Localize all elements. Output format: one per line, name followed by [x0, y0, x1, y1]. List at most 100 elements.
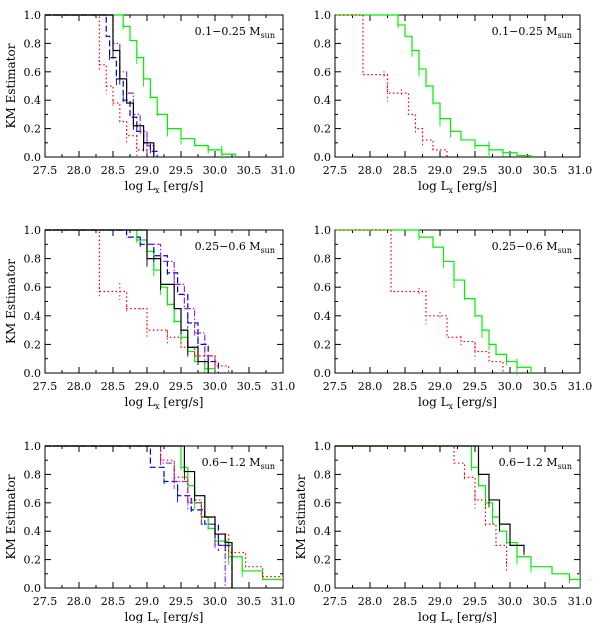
x-tick-label: 29.0	[428, 380, 453, 393]
y-tick-label: 0.4	[24, 310, 42, 323]
series-blue	[45, 14, 158, 157]
x-tick-label: 27.5	[33, 595, 58, 608]
x-tick-label: 27.5	[323, 595, 348, 608]
x-tick-label: 29.5	[169, 595, 194, 608]
y-tick-label: 0.8	[314, 253, 332, 266]
series-black	[45, 14, 155, 157]
x-tick-label: 30.0	[203, 595, 228, 608]
mass-range-label: 0.1−0.25 Msun	[492, 25, 572, 40]
y-axis-label: KM Estimator	[4, 259, 18, 344]
x-tick-label: 30.5	[237, 164, 262, 177]
x-axis-label: log Lx [erg/s]	[418, 179, 497, 195]
series-blue	[45, 229, 219, 373]
y-axis-label: KM Estimator	[4, 474, 18, 559]
series-red	[45, 229, 230, 373]
y-tick-label: 0.0	[24, 367, 42, 380]
mass-range-label: 0.1−0.25 Msun	[195, 25, 275, 40]
y-axis-label: KM Estimator	[294, 474, 308, 559]
y-tick-label: 1.0	[314, 224, 332, 237]
series-red	[335, 445, 508, 567]
x-tick-label: 28.0	[67, 164, 92, 177]
x-tick-label: 28.5	[101, 595, 126, 608]
x-tick-label: 28.0	[67, 595, 92, 608]
x-tick-label: 28.5	[101, 380, 126, 393]
series-purple	[45, 445, 226, 588]
x-tick-label: 30.0	[203, 164, 228, 177]
x-tick-label: 28.0	[67, 380, 92, 393]
x-tick-label: 28.0	[358, 380, 383, 393]
x-tick-label: 30.5	[533, 164, 558, 177]
x-tick-label: 29.0	[135, 164, 160, 177]
y-tick-label: 0.0	[314, 151, 332, 164]
series-green	[45, 229, 216, 373]
x-axis-label: log Lx [erg/s]	[125, 610, 204, 623]
x-tick-label: 30.5	[533, 595, 558, 608]
series-red	[335, 229, 504, 373]
y-tick-label: 0.0	[24, 582, 42, 595]
x-tick-label: 27.5	[323, 380, 348, 393]
y-tick-label: 0.2	[314, 554, 332, 567]
series-red	[335, 14, 448, 157]
mass-range-label: 0.25−0.6 Msun	[195, 240, 275, 255]
x-tick-label: 28.0	[358, 595, 383, 608]
series-red	[45, 14, 148, 157]
x-tick-label: 29.5	[463, 164, 488, 177]
x-tick-label: 28.5	[393, 595, 418, 608]
x-tick-label: 29.5	[463, 380, 488, 393]
y-tick-label: 0.4	[24, 94, 42, 107]
y-tick-label: 0.8	[314, 37, 332, 50]
series-red	[45, 445, 283, 581]
y-tick-label: 0.8	[24, 253, 42, 266]
y-tick-label: 0.0	[314, 582, 332, 595]
x-axis-label: log Lx [erg/s]	[125, 179, 204, 195]
x-tick-label: 27.5	[33, 164, 58, 177]
y-tick-label: 0.2	[24, 554, 42, 567]
y-tick-label: 0.2	[314, 338, 332, 351]
x-tick-label: 31.0	[568, 380, 593, 393]
x-tick-label: 29.0	[135, 595, 160, 608]
x-tick-label: 29.0	[428, 595, 453, 608]
x-tick-label: 28.5	[393, 164, 418, 177]
x-axis-label: log Lx [erg/s]	[125, 395, 204, 411]
x-tick-label: 30.0	[203, 380, 228, 393]
mass-range-label: 0.6−1.2 Msun	[499, 456, 572, 471]
y-tick-label: 0.2	[24, 338, 42, 351]
y-tick-label: 0.0	[24, 151, 42, 164]
x-tick-label: 29.5	[463, 595, 488, 608]
y-tick-label: 0.6	[24, 66, 42, 79]
y-tick-label: 0.6	[24, 497, 42, 510]
y-tick-label: 0.8	[24, 37, 42, 50]
x-tick-label: 31.0	[271, 164, 296, 177]
y-tick-label: 0.2	[24, 123, 42, 136]
y-tick-label: 0.4	[314, 525, 332, 538]
y-tick-label: 1.0	[24, 440, 42, 453]
series-blue	[45, 445, 233, 588]
y-tick-label: 0.8	[314, 468, 332, 481]
x-tick-label: 31.0	[271, 380, 296, 393]
y-tick-label: 1.0	[314, 440, 332, 453]
x-tick-label: 31.0	[271, 595, 296, 608]
x-tick-label: 28.0	[358, 164, 383, 177]
series-purple	[45, 14, 155, 157]
x-tick-label: 30.0	[498, 595, 523, 608]
mass-range-label: 0.25−0.6 Msun	[492, 240, 572, 255]
y-tick-label: 0.4	[24, 525, 42, 538]
x-tick-label: 29.5	[169, 164, 194, 177]
x-axis-label: log Lx [erg/s]	[418, 395, 497, 411]
x-tick-label: 31.0	[568, 164, 593, 177]
y-tick-label: 0.6	[314, 281, 332, 294]
x-tick-label: 29.0	[428, 164, 453, 177]
panel-bottom-left: 27.5 28.0 28.5 29.0 29.5 30.0 30.5 31.0 0.0 0.2 0.…	[4, 440, 295, 623]
mass-range-label: 0.6−1.2 Msun	[202, 456, 275, 471]
x-tick-label: 28.5	[393, 380, 418, 393]
panel-middle-right: 27.5 28.0 28.5 29.0 29.5 30.0 30.5 31.0 0.0 0.2 0.…	[314, 224, 593, 411]
x-tick-label: 29.0	[135, 380, 160, 393]
y-tick-label: 0.0	[314, 367, 332, 380]
y-axis-label: KM Estimator	[4, 43, 18, 128]
x-tick-label: 29.5	[169, 380, 194, 393]
x-tick-label: 30.5	[533, 380, 558, 393]
y-tick-label: 0.2	[314, 123, 332, 136]
y-tick-label: 0.6	[314, 497, 332, 510]
x-tick-label: 28.5	[101, 164, 126, 177]
y-tick-label: 1.0	[24, 9, 42, 22]
